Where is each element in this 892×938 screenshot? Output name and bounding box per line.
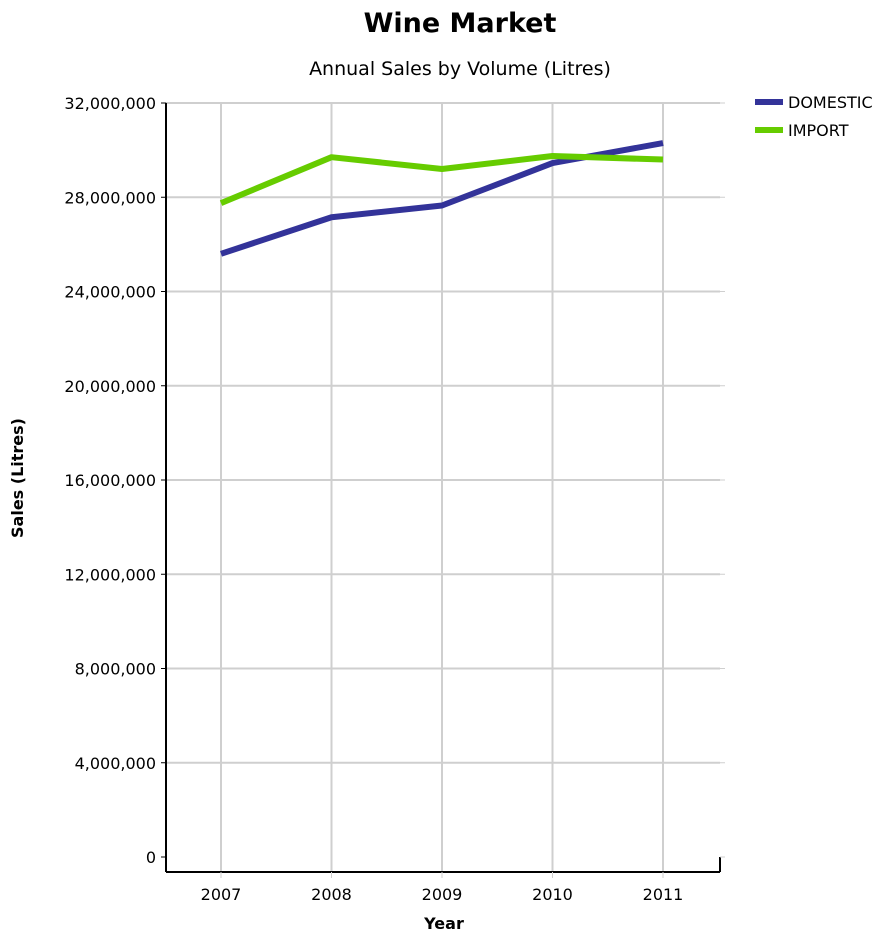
legend-label-domestic: DOMESTIC	[788, 93, 873, 112]
legend: DOMESTIC IMPORT	[755, 93, 873, 140]
series-lines	[219, 140, 664, 257]
legend-swatch-import	[755, 127, 783, 133]
x-tick-label: 2007	[201, 885, 242, 904]
series-line-import	[219, 153, 664, 206]
x-tick-label: 2008	[311, 885, 352, 904]
y-tick-label: 4,000,000	[75, 754, 156, 773]
chart-subtitle: Annual Sales by Volume (Litres)	[309, 58, 611, 80]
x-axis-title: Year	[423, 914, 464, 933]
x-axis-ticks: 2007 2008 2009 2010 2011	[201, 872, 684, 904]
y-tick-label: 20,000,000	[64, 377, 156, 396]
grid-lines	[166, 102, 720, 872]
y-tick-label: 0	[146, 848, 156, 867]
y-tick-label: 24,000,000	[64, 283, 156, 302]
y-tick-label: 12,000,000	[64, 565, 156, 584]
legend-label-import: IMPORT	[788, 121, 849, 140]
y-tick-label: 16,000,000	[64, 471, 156, 490]
y-tick-label: 32,000,000	[64, 94, 156, 113]
y-axis-title: Sales (Litres)	[8, 418, 27, 538]
chart-title: Wine Market	[364, 8, 557, 39]
x-tick-label: 2011	[643, 885, 684, 904]
y-tick-label: 8,000,000	[75, 660, 156, 679]
y-axis-ticks: 0 4,000,000 8,000,000 12,000,000 16,000,000 2…	[64, 94, 725, 867]
x-tick-label: 2009	[422, 885, 463, 904]
x-tick-label: 2010	[532, 885, 573, 904]
legend-swatch-domestic	[755, 99, 783, 105]
y-tick-label: 28,000,000	[64, 188, 156, 207]
axes	[165, 103, 721, 873]
